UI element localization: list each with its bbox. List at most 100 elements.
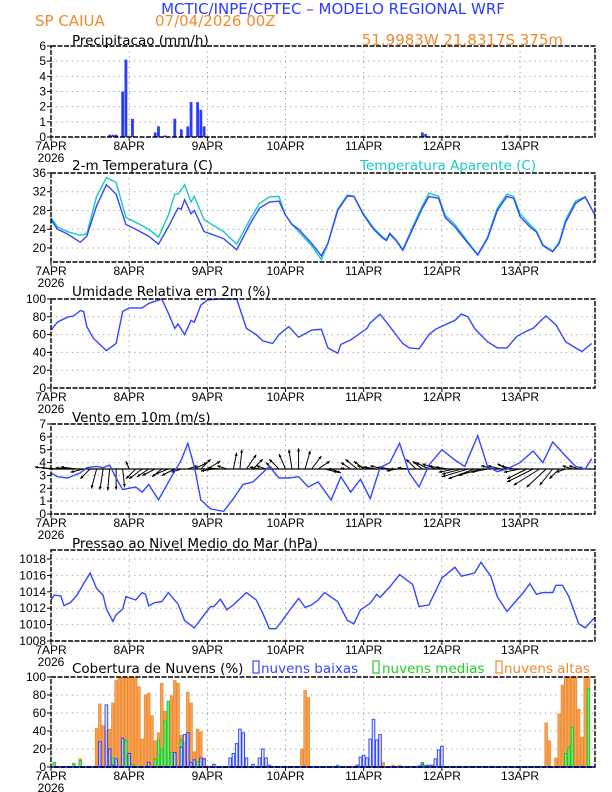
precip-bar <box>163 135 167 137</box>
nuvens-baixas-bar <box>202 758 206 768</box>
nuvens-baixas-bar <box>433 758 438 768</box>
nuvens-altas-bar <box>300 748 304 768</box>
precip-bar <box>153 132 157 137</box>
wind-vector-head <box>278 454 282 458</box>
wind-vector-head <box>207 459 211 463</box>
temp-plot-frame <box>50 172 596 263</box>
nuvens-baixas-bar <box>172 752 177 768</box>
precip-bar <box>124 59 128 137</box>
y-tick-label: 3 <box>39 468 46 482</box>
wind-vector-head <box>555 469 560 473</box>
x-tick-label: 7APR <box>35 390 67 404</box>
x-tick-label: 11APR <box>345 390 382 404</box>
x-year-label: 2026 <box>38 528 65 542</box>
x-tick-label: 11APR <box>345 139 382 153</box>
x-tick-label: 12APR <box>423 769 461 783</box>
precip-bar <box>131 118 134 137</box>
legend-high-swatch <box>495 660 503 674</box>
nuvens-baixas-bar <box>371 718 376 768</box>
x-tick-label: 11APR <box>345 769 382 783</box>
wind-vector-head <box>438 470 443 474</box>
x-tick-label: 7APR <box>35 139 67 153</box>
nuvens-baixas-bar <box>192 759 197 768</box>
x-tick-label: 10APR <box>267 139 305 153</box>
precip-bar <box>196 102 199 137</box>
nuvens-altas-bar <box>133 676 138 768</box>
wind-vector <box>506 468 527 480</box>
nuvens-baixas-bar <box>179 746 184 768</box>
x-year-label: 2026 <box>38 151 65 165</box>
y-tick-label: 60 <box>33 706 47 720</box>
wind-vector-head <box>389 467 393 471</box>
y-tick-label: 100 <box>26 292 46 306</box>
y-tick-label: 1 <box>39 115 46 129</box>
y-tick-label: 1008 <box>19 634 46 648</box>
wind-vector-head <box>386 468 390 472</box>
precip-plot-frame <box>50 45 596 138</box>
rh-title: Umidade Relativa em 2m (%) <box>72 284 271 300</box>
x-year-label: 2026 <box>38 276 65 290</box>
precip-bar <box>173 118 177 137</box>
temperatura-aparente-c--line <box>50 176 596 262</box>
nuvens-medias-bar <box>166 700 170 768</box>
x-tick-label: 13APR <box>501 390 539 404</box>
nuvens-baixas-bar <box>238 728 242 768</box>
nuvens-baixas-bar <box>244 757 249 768</box>
x-year-label: 2026 <box>38 655 65 669</box>
wind-vector-head <box>114 486 118 490</box>
wind-vector-head <box>539 481 543 486</box>
y-tick-label: 80 <box>33 310 47 324</box>
wind-vector-head <box>503 470 508 474</box>
nuvens-baixas-bar <box>186 732 190 768</box>
y-tick-label: 2 <box>39 100 46 114</box>
wind-vector <box>539 468 554 486</box>
wind-vector-head <box>34 465 39 469</box>
wind-vector-head <box>125 475 130 479</box>
y-tick-label: 1016 <box>19 568 46 582</box>
rh-panel: 0 20 40 60 80 100 7APR 8APR 9APR 10APR 11APR 12APR 1… <box>26 292 596 416</box>
x-tick-label: 9APR <box>192 769 224 783</box>
nuvens-medias-bar <box>586 688 591 768</box>
y-tick-label: 1018 <box>19 552 46 566</box>
x-tick-label: 13APR <box>501 516 539 530</box>
wind-vector-head <box>412 461 417 465</box>
wind-vector-head <box>513 482 518 486</box>
wind-vector-head <box>441 471 446 475</box>
nuvens-altas-bar <box>189 702 193 768</box>
nuvens-baixas-bar <box>228 757 232 768</box>
wind-vector <box>458 468 482 476</box>
y-tick-label: 1014 <box>19 585 46 599</box>
wind-vector-head <box>217 465 221 469</box>
wind-vector-head <box>562 465 566 469</box>
wind-vector-head <box>297 448 301 452</box>
wind-vector-head <box>448 476 452 480</box>
nuvens-baixas-bar <box>264 757 268 768</box>
nuvens-baixas-bar <box>260 748 265 768</box>
nuvens-medias-bar <box>153 758 157 768</box>
nuvens-baixas-bar <box>231 753 236 768</box>
x-tick-label: 10APR <box>267 769 305 783</box>
wind-line <box>50 433 593 513</box>
wind-vector-head <box>152 473 156 477</box>
y-tick-label: 1012 <box>19 601 46 615</box>
nuvens-baixas-bar <box>257 757 262 768</box>
x-tick-label: 12APR <box>423 264 461 278</box>
pressure-title: Pressao ao Nivel Medio do Mar (hPa) <box>72 536 318 552</box>
clouds-plot-frame <box>50 676 596 768</box>
legend-mid-swatch <box>372 660 380 674</box>
nuvens-baixas-bar <box>436 749 441 768</box>
run-time: 07/04/2026 00Z <box>155 12 276 30</box>
temp-title: 2-m Temperatura (C) <box>72 158 213 174</box>
nuvens-medias-bar <box>169 752 174 768</box>
wind-vector-head <box>507 479 511 482</box>
wind-vector-head <box>122 483 126 488</box>
nuvens-baixas-bar <box>120 737 125 768</box>
wind-vector-head <box>458 473 462 477</box>
wind-vector <box>107 468 111 491</box>
wind-vector-head <box>98 486 102 490</box>
y-tick-label: 0 <box>39 760 46 774</box>
x-tick-label: 11APR <box>345 643 382 657</box>
y-tick-label: 5 <box>39 54 46 68</box>
precip-bar <box>505 135 509 137</box>
wind-vector <box>526 468 547 488</box>
